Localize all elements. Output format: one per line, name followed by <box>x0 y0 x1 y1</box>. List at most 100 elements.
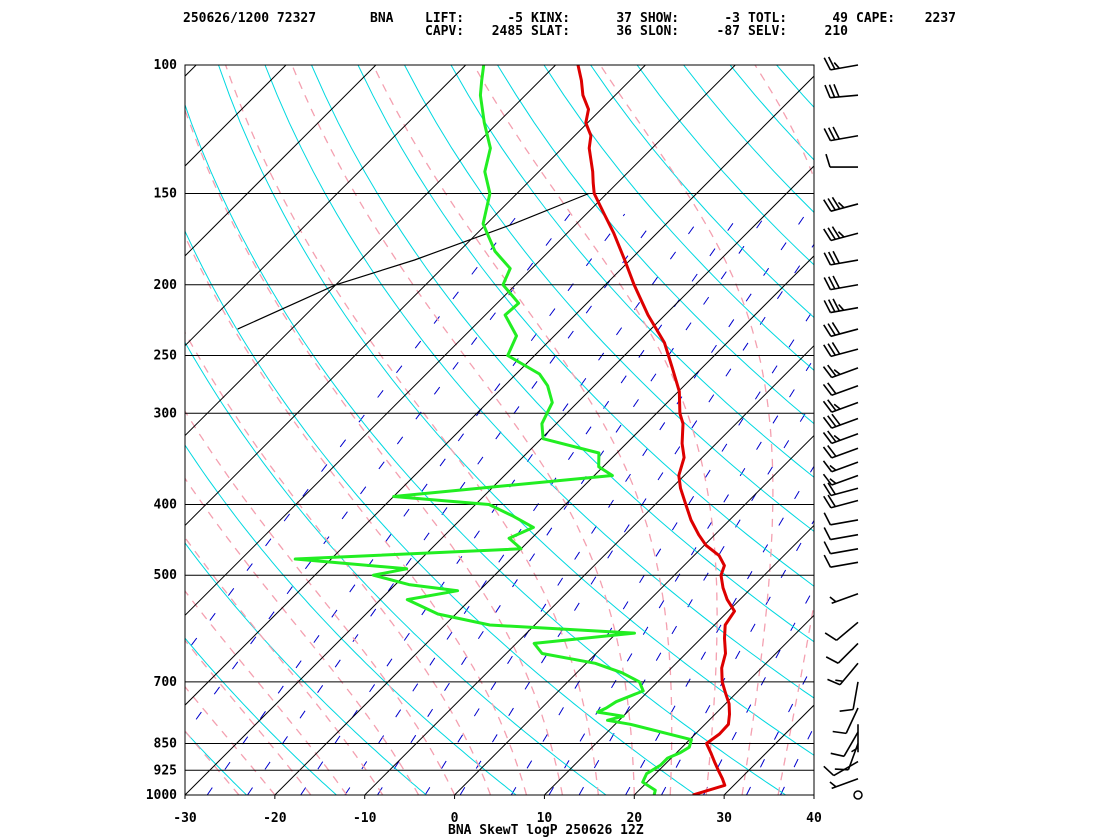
moist-adiabat <box>185 685 276 795</box>
wind-barb <box>822 473 859 486</box>
barb-flag <box>822 416 833 429</box>
pressure-tick-label: 400 <box>154 498 178 513</box>
index-label-kinx: KINX: <box>531 11 570 26</box>
wind-barb <box>822 399 859 413</box>
barb-flag <box>824 84 831 98</box>
isotherm-line <box>185 165 814 795</box>
barb-flag <box>831 342 841 355</box>
index-label-slon: SLON: <box>640 24 679 39</box>
isotherm-line <box>813 794 814 795</box>
dry-adiabat <box>404 65 814 533</box>
barb-flag <box>831 226 841 239</box>
dry-adiabat <box>729 65 814 161</box>
wind-barb <box>823 298 859 314</box>
pressure-tick-label: 500 <box>154 568 178 583</box>
wind-barb <box>823 554 859 568</box>
wind-barb <box>823 126 859 142</box>
barb-staff <box>830 348 859 358</box>
barb-flag <box>823 527 832 540</box>
temperature-axis: -30 -20 -10 0 10 20 30 40 <box>173 795 822 826</box>
dry-adiabat <box>357 65 814 587</box>
barb-flag <box>822 383 833 396</box>
wind-barb <box>822 382 859 397</box>
barb-flag <box>837 231 845 238</box>
barb-flag <box>824 632 837 641</box>
barb-flag <box>837 201 845 209</box>
barb-flag <box>832 275 841 289</box>
mixing-ratio-line <box>780 725 814 795</box>
wind-barb <box>830 731 859 758</box>
pressure-tick-label: 700 <box>154 675 178 690</box>
moist-adiabat <box>185 477 420 795</box>
wind-barb <box>823 322 859 338</box>
dry-adiabat <box>823 65 1120 795</box>
wind-barb <box>823 56 859 71</box>
barb-flag <box>823 252 832 266</box>
barb-flag <box>822 446 833 459</box>
barb-staff <box>831 461 859 473</box>
temperature-tick-label: -10 <box>353 811 377 826</box>
barb-staff <box>830 533 859 541</box>
barb-flag <box>823 765 835 777</box>
dewpoint-line <box>293 65 693 795</box>
barb-staff <box>843 731 859 757</box>
barb-flag <box>827 444 837 457</box>
moist-adiabat <box>185 536 384 795</box>
wind-barb <box>832 707 859 735</box>
dry-adiabat <box>185 103 786 795</box>
barb-flag <box>823 57 832 71</box>
index-value-selv: 210 <box>825 24 849 39</box>
barb-staff <box>830 134 859 142</box>
barb-flag <box>832 730 847 735</box>
wind-barb <box>829 777 859 790</box>
barb-flag <box>823 483 832 496</box>
temperature-tick-label: 10 <box>537 811 553 826</box>
isotherm-line <box>274 255 814 795</box>
wind-barb <box>823 250 859 266</box>
barb-flag <box>823 277 832 290</box>
isotherm-line <box>185 65 556 437</box>
barb-staff <box>839 662 859 686</box>
pressure-tick-label: 300 <box>154 406 178 421</box>
barb-flag <box>827 227 836 240</box>
barb-staff <box>830 232 859 242</box>
wind-barb <box>822 413 859 429</box>
barb-flag <box>839 708 854 712</box>
wind-barb <box>823 196 859 212</box>
moist-adiabat <box>291 65 635 795</box>
barb-staff <box>831 417 859 429</box>
barb-flag <box>823 512 832 526</box>
barb-flag <box>823 541 832 555</box>
barb-flag <box>823 344 832 357</box>
barb-staff <box>831 384 859 397</box>
index-value-kinx: 37 <box>616 11 632 26</box>
isotherm-line <box>185 65 736 616</box>
barb-flag <box>833 434 841 441</box>
barb-staff <box>830 203 859 212</box>
wind-barb <box>823 527 859 541</box>
barb-staff <box>831 447 859 459</box>
wind-barb <box>822 364 859 379</box>
barb-flag <box>833 403 841 410</box>
barb-staff <box>830 561 859 568</box>
dry-adiabat <box>916 65 1120 795</box>
barb-flag <box>827 56 836 70</box>
barb-staff <box>831 367 859 379</box>
barb-staff <box>831 777 859 790</box>
barb-flag <box>829 478 837 485</box>
barb-flag <box>827 276 836 290</box>
pressure-tick-label: 1000 <box>146 788 177 803</box>
barb-flag <box>828 84 836 98</box>
wind-barb <box>823 760 859 777</box>
wind-barb <box>823 494 859 509</box>
barb-flag <box>832 126 841 140</box>
barb-flag <box>829 596 837 603</box>
header-station-id: BNA <box>370 11 394 26</box>
barb-flag <box>827 482 836 495</box>
moist-adiabat <box>185 730 240 795</box>
wind-barb <box>824 621 859 641</box>
isotherm-line <box>364 345 814 795</box>
index-label-lift: LIFT: <box>425 11 464 26</box>
dry-adiabat <box>590 65 814 319</box>
